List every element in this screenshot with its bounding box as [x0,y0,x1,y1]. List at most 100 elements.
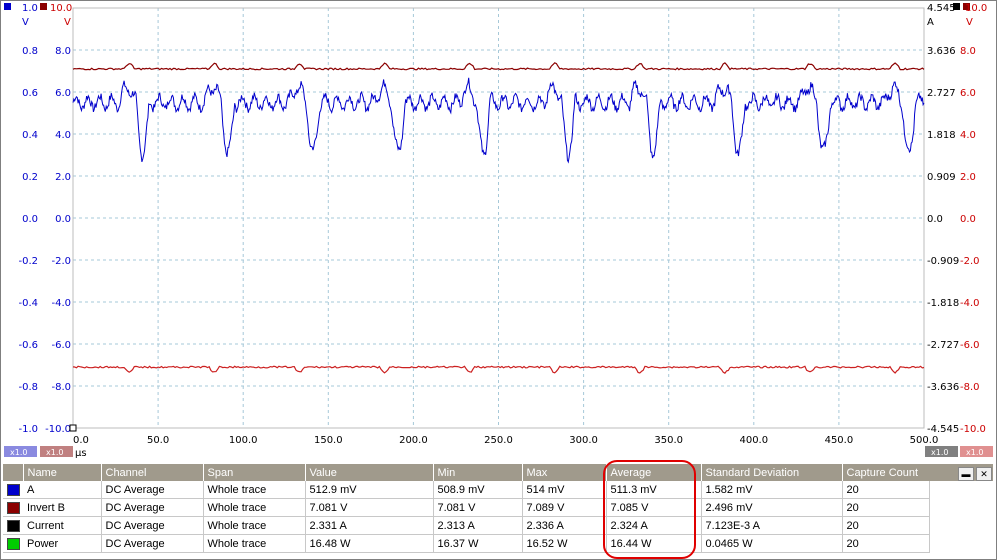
minimize-icon[interactable]: ▬ [958,467,974,481]
zoom-badge-a[interactable] [4,446,37,457]
color-swatch-invert-b[interactable] [6,501,20,514]
zoom-badge-right-b-label: x1.0 [966,448,983,457]
y-tick-label-right-b: 4.0 [960,130,976,141]
x-tick-label: 50.0 [147,435,169,446]
y-tick-label-right-b: 2.0 [960,172,976,183]
cell-name: Power [23,534,102,553]
cell-capture-count: 20 [842,534,930,553]
y-tick-label-right-b: -8.0 [960,382,980,393]
cell-min: 2.313 A [433,516,523,535]
y-tick-label-right-b: -10.0 [960,424,986,435]
cell-channel: DC Average [101,481,204,499]
header-capture-count[interactable]: Capture Count [842,464,930,481]
channel-a-indicator[interactable] [4,3,11,10]
zoom-badge-current-label: x1.0 [931,448,948,457]
cell-name: Invert B [23,498,102,517]
cell-channel: DC Average [101,498,204,517]
cell-value: 2.331 A [305,516,434,535]
cell-average: 511.3 mV [606,481,702,499]
table-row[interactable]: A DC Average Whole trace 512.9 mV 508.9 … [3,481,930,499]
right-b-unit: V [966,17,973,28]
x-tick-label: 0.0 [73,435,89,446]
y-tick-label-right-b: 0.0 [960,214,976,225]
table-row[interactable]: Invert B DC Average Whole trace 7.081 V … [3,498,930,517]
header-channel[interactable]: Channel [101,464,204,481]
y-tick-label-right-b: 8.0 [960,46,976,57]
cell-std-dev: 7.123E-3 A [701,516,843,535]
close-icon[interactable]: ✕ [976,467,992,481]
y-tick-label-b: -4.0 [51,298,71,309]
current-unit: A [927,17,934,28]
zoom-badge-current[interactable] [925,446,958,457]
cell-name: A [23,481,102,499]
y-tick-label-b: 4.0 [55,130,71,141]
cell-value: 16.48 W [305,534,434,553]
right-b-indicator[interactable] [963,3,970,10]
header-name[interactable]: Name [23,464,102,481]
trace-channel-a [72,77,925,164]
x-tick-label: 500.0 [910,435,939,446]
y-tick-label-current: -0.909 [927,256,959,267]
header-span[interactable]: Span [203,464,306,481]
y-tick-label-current: -3.636 [927,382,959,393]
y-tick-label-b: -2.0 [51,256,71,267]
y-tick-label-b: -6.0 [51,340,71,351]
trigger-marker[interactable] [69,424,77,432]
y-tick-label-b: 2.0 [55,172,71,183]
header-min[interactable]: Min [433,464,523,481]
header-icon-col [3,464,24,481]
table-row[interactable]: Current DC Average Whole trace 2.331 A 2… [3,516,930,535]
x-tick-label: 450.0 [825,435,854,446]
y-tick-label-right-b: 6.0 [960,88,976,99]
right-axis-current-ticks: 3.636 2.727 1.818 0.909 0.0 -0.909 -1.818 -2.72… [927,46,959,435]
cell-min: 16.37 W [433,534,523,553]
x-tick-label: 200.0 [399,435,428,446]
x-tick-label: 150.0 [314,435,343,446]
y-tick-label-a: 0.8 [22,46,38,57]
cell-channel: DC Average [101,516,204,535]
color-swatch-current[interactable] [6,519,20,532]
measurements-table: Name Channel Span Value Min Max Average … [3,464,930,553]
cell-capture-count: 20 [842,481,930,499]
y-tick-label-a: -0.2 [18,256,38,267]
zoom-badge-right-b[interactable] [960,446,993,457]
cell-max: 2.336 A [522,516,607,535]
cell-capture-count: 20 [842,498,930,517]
cell-channel: DC Average [101,534,204,553]
channel-b-indicator[interactable] [40,3,47,10]
y-tick-label-current: -1.818 [927,298,959,309]
y-tick-label-right-b: -4.0 [960,298,980,309]
y-tick-label-b: 8.0 [55,46,71,57]
y-tick-label-a: -1.0 [18,424,38,435]
y-tick-label-a: -0.8 [18,382,38,393]
y-tick-label-a: 0.4 [22,130,38,141]
y-tick-label-current: -4.545 [927,424,959,435]
header-max[interactable]: Max [522,464,607,481]
cell-name: Current [23,516,102,535]
table-row[interactable]: Power DC Average Whole trace 16.48 W 16.… [3,534,930,553]
x-tick-label: 400.0 [739,435,768,446]
y-tick-label-current: 3.636 [927,46,956,57]
oscilloscope-plot[interactable]: 1.0 10.0 V V 4.545 10.0 A V 0.8 0.6 0.4 0.2… [0,0,997,462]
y-tick-label-current: 0.0 [927,214,943,225]
header-average[interactable]: Average [606,464,702,481]
header-value[interactable]: Value [305,464,434,481]
color-swatch-power[interactable] [6,537,20,550]
cell-max: 7.089 V [522,498,607,517]
color-swatch-a[interactable] [6,483,20,496]
cell-std-dev: 0.0465 W [701,534,843,553]
header-std-dev[interactable]: Standard Deviation [701,464,843,481]
x-tick-label: 350.0 [654,435,683,446]
trace-invert-b-positive [72,62,925,71]
right-axis-b-ticks: 8.0 6.0 4.0 2.0 0.0 -2.0 -4.0 -6.0 -8.0 -10.0 [960,46,986,435]
zoom-badge-b-label: x1.0 [46,448,63,457]
y-tick-label-b: -10.0 [45,424,71,435]
y-tick-label-right-b: -6.0 [960,340,980,351]
zoom-badge-a-label: x1.0 [10,448,27,457]
y-tick-label-a: 0.2 [22,172,38,183]
zoom-badge-b[interactable] [40,446,73,457]
current-indicator[interactable] [953,3,960,10]
x-axis-unit: µs [75,448,87,459]
y-tick-label-a: 0.0 [22,214,38,225]
cell-span: Whole trace [203,481,306,499]
